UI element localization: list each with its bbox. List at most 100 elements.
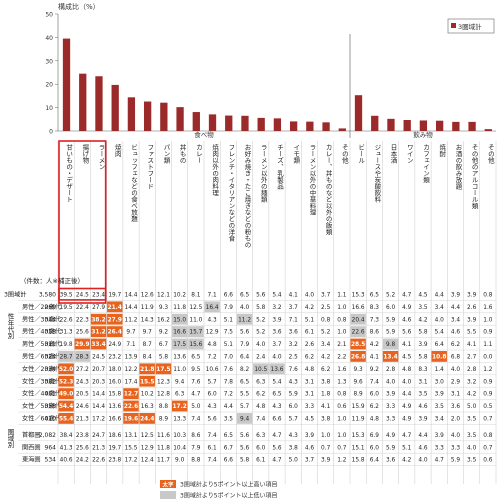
table-cell: 4.0 bbox=[386, 379, 396, 385]
table-cell: 1.1 bbox=[483, 342, 493, 348]
table-cell: 6.5 bbox=[191, 355, 201, 361]
table-cell: 22.6 bbox=[124, 404, 138, 410]
bar bbox=[484, 129, 492, 131]
bar bbox=[419, 120, 428, 131]
table-cell: 22.6 bbox=[352, 330, 365, 336]
table-cell: 6.5 bbox=[272, 392, 282, 398]
table-cell: 1.0 bbox=[337, 417, 347, 423]
table-cell: 5.1 bbox=[224, 342, 234, 348]
table-cell: 7.5 bbox=[224, 330, 234, 336]
table-cell: 8.9 bbox=[353, 392, 363, 398]
table-cell: 24.5 bbox=[76, 293, 89, 299]
table-cell: 6.6 bbox=[224, 293, 234, 299]
cell-highlight bbox=[253, 363, 269, 375]
category-label: その他 bbox=[340, 144, 348, 165]
table-cell: 24.6 bbox=[76, 404, 89, 410]
cell-highlight bbox=[58, 351, 74, 362]
table-cell: 23.2 bbox=[108, 355, 121, 361]
table-cell: 8.3 bbox=[370, 305, 380, 311]
bar bbox=[176, 107, 184, 131]
table-cell: 4.0 bbox=[305, 293, 315, 299]
table-cell: 2.6 bbox=[305, 342, 315, 348]
table-cell: 7.6 bbox=[224, 367, 234, 373]
table-cell: 13.6 bbox=[108, 404, 121, 410]
table-cell: 0.0 bbox=[483, 355, 493, 361]
cell-highlight bbox=[236, 313, 253, 325]
table-cell: 25.6 bbox=[76, 330, 89, 336]
table-cell: 23.8 bbox=[108, 458, 121, 464]
table-cell: 4.3 bbox=[289, 433, 299, 439]
table-cell: 11.2 bbox=[125, 317, 138, 323]
table-cell: 6.0 bbox=[256, 445, 266, 451]
table-cell: 41.3 bbox=[60, 445, 73, 451]
bar bbox=[192, 112, 200, 131]
category-label: お酒の飲み放題 bbox=[454, 144, 462, 191]
table-cell: 33.4 bbox=[91, 342, 105, 348]
table-cell: 6.5 bbox=[240, 379, 250, 385]
table-cell: 2.5 bbox=[321, 305, 331, 311]
table-cell: 15.8 bbox=[352, 458, 365, 464]
table-cell: 4.6 bbox=[402, 317, 412, 323]
table-cell: 5.6 bbox=[240, 433, 250, 439]
table-cell: 3.7 bbox=[321, 293, 331, 299]
cell-highlight bbox=[171, 326, 188, 337]
table-cell: 13.6 bbox=[173, 355, 186, 361]
bar bbox=[111, 84, 119, 131]
table-cell: 1.8 bbox=[321, 392, 331, 398]
category-label: ラーメン bbox=[97, 144, 105, 170]
category-label: フレンチ・イタリアンなどの洋食 bbox=[227, 144, 235, 243]
table-cell: 0.9 bbox=[483, 379, 493, 385]
table-cell: 12.8 bbox=[157, 392, 170, 398]
table-cell: 0.9 bbox=[483, 330, 493, 336]
table-cell: 15.0 bbox=[173, 317, 186, 323]
table-cell: 5.1 bbox=[305, 317, 315, 323]
row-label: 男性／60歳代 bbox=[22, 353, 62, 361]
table-cell: 4.7 bbox=[435, 458, 445, 464]
orange-legend-note: 3圏域計より5ポイント以上高い項目 bbox=[180, 481, 278, 489]
table-cell: 3.1 bbox=[451, 392, 461, 398]
table-cell: 15.8 bbox=[108, 392, 121, 398]
row-count: 334 bbox=[45, 366, 57, 373]
table-cell: 4.3 bbox=[272, 404, 282, 410]
table-cell: 10.2 bbox=[141, 392, 154, 398]
table-cell: 18.6 bbox=[108, 433, 121, 439]
table-cell: 1.6 bbox=[483, 305, 493, 311]
table-cell: 52.3 bbox=[59, 379, 73, 385]
table-cell: 2.5 bbox=[289, 355, 299, 361]
table-cell: 6.2 bbox=[321, 367, 331, 373]
table-cell: 4.7 bbox=[272, 458, 282, 464]
table-cell: 4.8 bbox=[207, 342, 217, 348]
y-tick-label: 20 bbox=[45, 82, 53, 89]
table-cell: 5.2 bbox=[386, 293, 396, 299]
table-cell: 1.0 bbox=[321, 433, 331, 439]
table-cell: 12.6 bbox=[141, 293, 154, 299]
table-cell: 19.5 bbox=[60, 305, 73, 311]
table-cell: 5.5 bbox=[467, 330, 477, 336]
table-cell: 28.3 bbox=[76, 355, 89, 361]
row-count: 964 bbox=[45, 444, 57, 451]
table-cell: 4.2 bbox=[321, 355, 331, 361]
table-cell: 5.6 bbox=[402, 330, 412, 336]
table-cell: 13.1 bbox=[125, 433, 138, 439]
table-cell: 31.3 bbox=[60, 330, 73, 336]
bar bbox=[306, 121, 314, 131]
table-cell: 8.2 bbox=[240, 367, 250, 373]
table-cell: 27.9 bbox=[92, 305, 105, 311]
table-cell: 10.5 bbox=[254, 367, 267, 373]
table-cell: 3.8 bbox=[321, 417, 331, 423]
table-cell: 14.4 bbox=[125, 293, 138, 299]
table-cell: 10.4 bbox=[173, 445, 186, 451]
y-tick-label: 0 bbox=[49, 129, 53, 136]
table-cell: 3.1 bbox=[305, 392, 315, 398]
table-cell: 0.7 bbox=[483, 417, 493, 423]
table-cell: 3.1 bbox=[305, 379, 315, 385]
table-cell: 4.7 bbox=[402, 293, 412, 299]
bar bbox=[322, 122, 330, 131]
bar bbox=[160, 102, 168, 131]
table-cell: 3.5 bbox=[467, 417, 477, 423]
table-cell: 3.9 bbox=[321, 458, 331, 464]
table-cell: 1.1 bbox=[337, 293, 347, 299]
table-cell: 6.0 bbox=[386, 305, 396, 311]
table-cell: 3.7 bbox=[305, 458, 315, 464]
